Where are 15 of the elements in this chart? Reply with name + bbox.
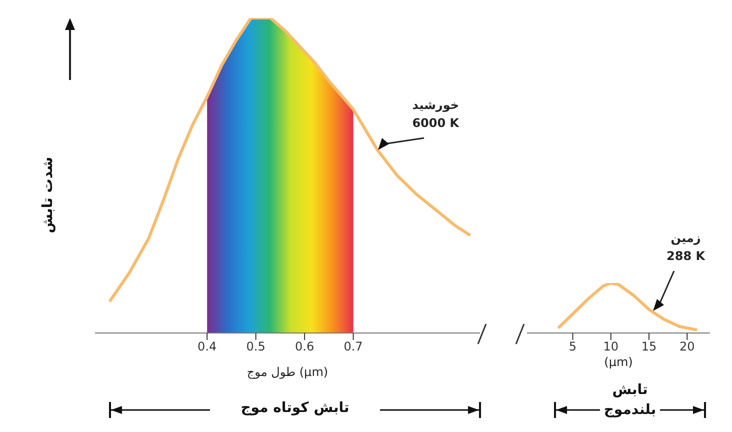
text: تابش کوتاه موج: [240, 399, 350, 418]
x-axis-title: (µm): [604, 355, 633, 369]
x-tick-label: 10: [603, 340, 619, 354]
x-tick-label: 0.5: [246, 340, 266, 354]
x-tick-label: 20: [679, 340, 695, 354]
text: تابش بلندموج: [602, 381, 658, 420]
annotation: زمین 288 K: [666, 230, 706, 264]
annotation: خورشید 6000 K: [411, 97, 460, 132]
x-tick-label: 15: [641, 340, 657, 354]
x-tick-label: 5: [568, 340, 577, 354]
y-axis-title: شدت تابش: [39, 156, 57, 236]
x-tick-label: 0.7: [344, 340, 363, 354]
x-axis-title: طول موج (µm): [246, 365, 328, 379]
x-tick-label: 0.4: [198, 340, 217, 354]
x-tick-label: 0.6: [295, 340, 314, 354]
